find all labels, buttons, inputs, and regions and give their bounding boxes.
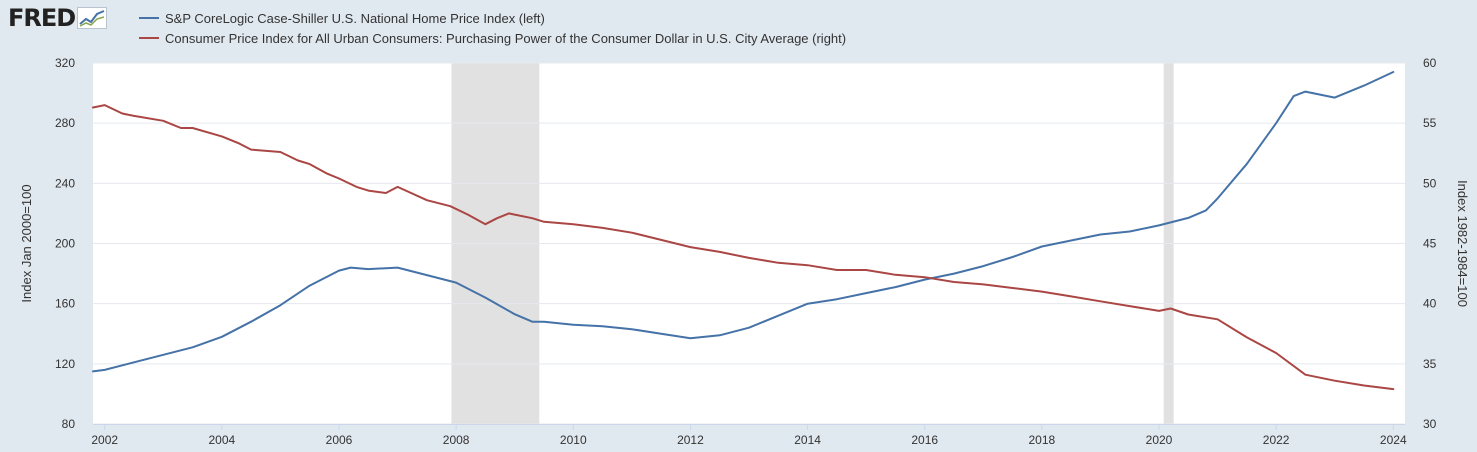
y-right-tick-label: 30 [1423,417,1437,431]
x-tick-label: 2008 [443,433,470,447]
y-right-tick-label: 40 [1423,297,1437,311]
x-tick-label: 2022 [1263,433,1290,447]
legend-label-home-price: S&P CoreLogic Case-Shiller U.S. National… [165,10,545,26]
x-tick-label: 2002 [91,433,118,447]
mini-line-chart-icon [77,7,108,29]
fred-logo[interactable]: FRED [8,4,108,32]
series-line-purchasing-power [92,104,1395,391]
legend-item-purchasing-power[interactable]: Consumer Price Index for All Urban Consu… [139,28,846,48]
x-tick-label: 2006 [326,433,353,447]
chart-legend: S&P CoreLogic Case-Shiller U.S. National… [139,8,846,48]
logo-text: FRED [8,4,76,32]
y-left-tick-label: 280 [55,116,75,130]
x-tick-label: 2016 [911,433,938,447]
y-left-tick-label: 80 [62,417,76,431]
y-left-axis-title: Index Jan 2000=100 [19,184,34,302]
x-tick-label: 2018 [1029,433,1056,447]
x-tick-label: 2014 [794,433,821,447]
legend-swatch-purchasing-power [139,37,159,39]
legend-item-home-price[interactable]: S&P CoreLogic Case-Shiller U.S. National… [139,8,846,28]
x-tick-label: 2024 [1380,433,1407,447]
y-right-tick-label: 55 [1423,116,1437,130]
y-right-tick-label: 35 [1423,357,1437,371]
y-right-tick-label: 60 [1423,56,1437,70]
legend-label-purchasing-power: Consumer Price Index for All Urban Consu… [165,30,847,46]
y-right-tick-label: 50 [1423,176,1437,190]
y-left-tick-label: 320 [55,56,75,70]
legend-swatch-home-price [139,17,159,19]
y-right-tick-label: 45 [1423,237,1437,251]
y-left-tick-label: 200 [55,237,75,251]
y-left-tick-label: 120 [55,357,75,371]
y-left-tick-label: 240 [55,176,75,190]
series-line-home-price-index [92,71,1395,373]
x-tick-label: 2004 [209,433,236,447]
y-right-axis-title: Index 1982-1984=100 [1455,180,1470,307]
y-left-tick-label: 160 [55,297,75,311]
x-tick-label: 2012 [677,433,704,447]
x-tick-label: 2020 [1146,433,1173,447]
x-tick-label: 2010 [560,433,587,447]
